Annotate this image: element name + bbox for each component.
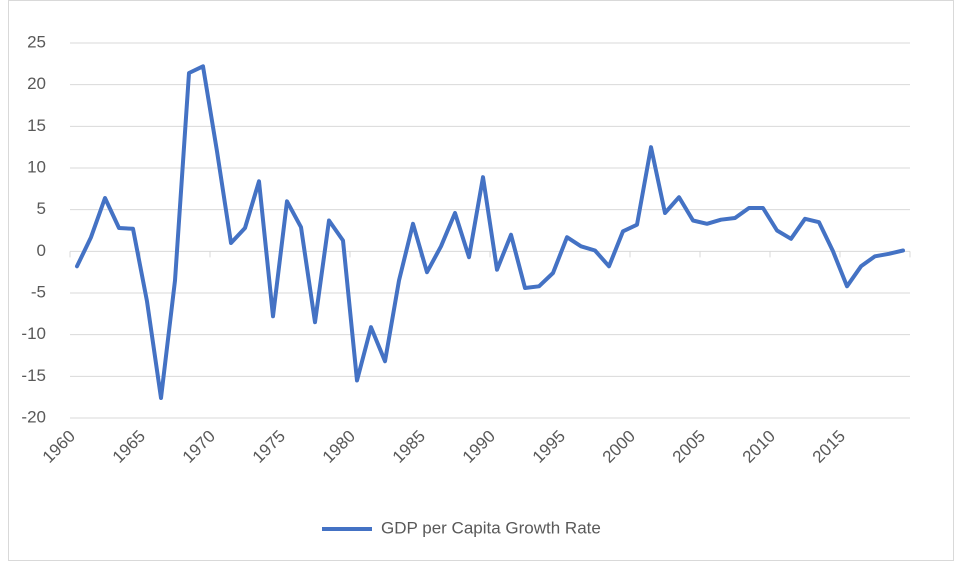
- y-tick-label: -10: [21, 324, 46, 343]
- legend-label: GDP per Capita Growth Rate: [381, 518, 601, 537]
- y-tick-label: 0: [37, 241, 46, 260]
- y-tick-label: 25: [27, 32, 46, 51]
- line-series: [75, 64, 905, 400]
- y-tick-label: 15: [27, 116, 46, 135]
- y-tick-label: 20: [27, 74, 46, 93]
- y-tick-label: 10: [27, 157, 46, 176]
- y-tick-label: 5: [37, 199, 46, 218]
- y-tick-label: -15: [21, 366, 46, 385]
- y-tick-label: -20: [21, 407, 46, 426]
- y-tick-label: -5: [31, 282, 46, 301]
- chart-border: [8, 0, 954, 561]
